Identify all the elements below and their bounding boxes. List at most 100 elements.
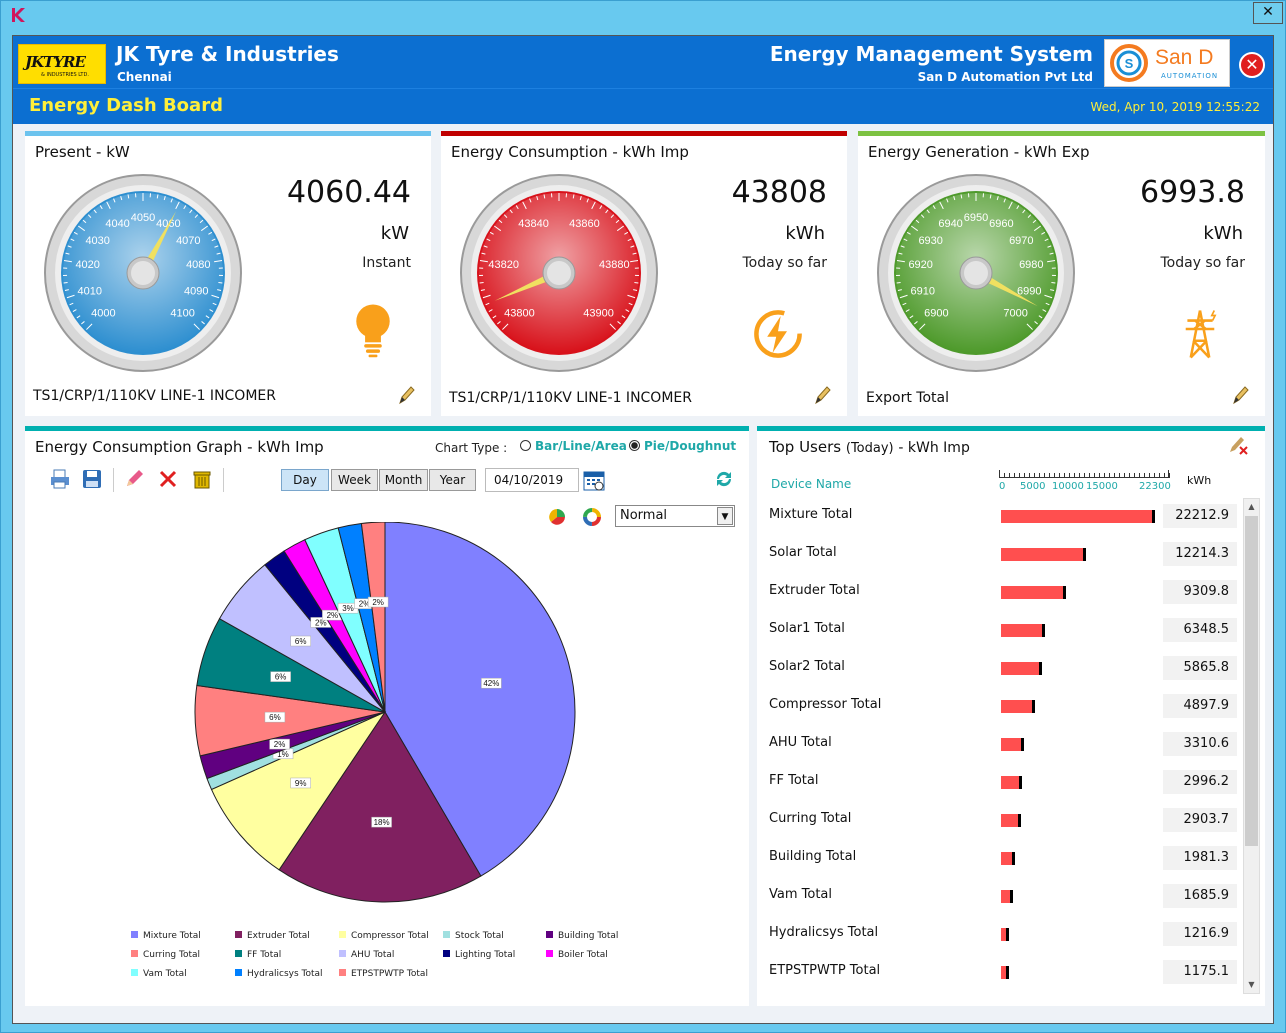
legend-item: Hydralicsys Total (235, 969, 323, 979)
kwh-value: 3310.6 (1163, 732, 1237, 756)
top-user-row[interactable]: Vam Total 1685.9 (757, 878, 1237, 916)
date-field[interactable]: 04/10/2019 (485, 468, 579, 492)
k-logo-icon (12, 8, 25, 22)
device-name: Solar2 Total (769, 659, 845, 674)
kwh-value: 12214.3 (1163, 542, 1237, 566)
device-name: Extruder Total (769, 583, 860, 598)
device-name: Compressor Total (769, 697, 882, 712)
kwh-value: 2996.2 (1163, 770, 1237, 794)
scale-tick-label: 5000 (1020, 481, 1046, 492)
card-unit: kWh (785, 223, 825, 244)
card-accent-bar (441, 131, 847, 136)
pie-data-label: 2% (359, 600, 371, 609)
card-note: Today so far (742, 255, 827, 271)
calendar-icon[interactable] (583, 469, 605, 491)
pie-label-box (371, 816, 392, 828)
edit-pencil-icon[interactable] (397, 384, 417, 406)
kwh-bar (1001, 548, 1086, 561)
gauge-tick-label: 7000 (1003, 308, 1027, 320)
device-name: FF Total (769, 773, 819, 788)
save-icon[interactable] (81, 468, 103, 490)
top-user-row[interactable]: Solar2 Total 5865.8 (757, 650, 1237, 688)
top-user-row[interactable]: Solar1 Total 6348.5 (757, 612, 1237, 650)
top-user-row[interactable]: AHU Total 3310.6 (757, 726, 1237, 764)
subheader: Energy Dash Board Wed, Apr 10, 2019 12:5… (13, 88, 1273, 124)
card-title: Energy Generation - kWh Exp (868, 143, 1090, 161)
top-user-row[interactable]: Compressor Total 4897.9 (757, 688, 1237, 726)
gauge-tick-label: 4000 (91, 308, 115, 320)
card-accent-bar (858, 131, 1265, 136)
toolbar-divider (223, 468, 224, 492)
kwh-value: 1175.1 (1163, 960, 1237, 984)
kwh-bar (1001, 662, 1042, 675)
edit-icon[interactable] (123, 468, 145, 490)
scroll-thumb[interactable] (1245, 516, 1258, 846)
san-d-logo: S San D AUTOMATION (1104, 39, 1230, 87)
scroll-up-icon[interactable]: ▲ (1248, 502, 1255, 511)
gauge-tick-label: 4010 (77, 285, 101, 297)
range-day-button[interactable]: Day (281, 469, 329, 491)
doughnut-chart-icon[interactable] (581, 506, 603, 528)
pie-data-label: 2% (372, 598, 384, 607)
top-user-row[interactable]: FF Total 2996.2 (757, 764, 1237, 802)
pie-slice (360, 522, 386, 713)
legend-item: Building Total (546, 931, 618, 941)
pie-data-label: 42% (483, 679, 499, 688)
top-user-row[interactable]: Building Total 1981.3 (757, 840, 1237, 878)
gauge-tick-label: 4100 (170, 308, 194, 320)
top-user-row[interactable]: Solar Total 12214.3 (757, 536, 1237, 574)
card-accent-bar (25, 131, 431, 136)
edit-pencil-icon[interactable] (1231, 384, 1251, 406)
gauge-tick-label: 4040 (105, 218, 129, 230)
pie-data-label: 18% (374, 818, 390, 827)
top-user-row[interactable]: Extruder Total 9309.8 (757, 574, 1237, 612)
legend-item: ETPSTPWTP Total (339, 969, 428, 979)
pie-chart-icon[interactable] (546, 506, 568, 528)
kwh-value: 22212.9 (1163, 504, 1237, 528)
scroll-down-icon[interactable]: ▼ (1248, 980, 1255, 989)
svg-text:S: S (1125, 56, 1134, 71)
kwh-value: 9309.8 (1163, 580, 1237, 604)
toolbar-divider (113, 468, 114, 492)
pie-data-label: 2% (327, 611, 339, 620)
gauge-tick-label: 6950 (964, 212, 988, 224)
title-bar: _ ✕ (1, 1, 1286, 29)
pie-label-box (264, 711, 286, 723)
card-unit: kWh (1203, 223, 1243, 244)
print-icon[interactable] (49, 468, 71, 490)
trash-icon[interactable] (191, 468, 213, 490)
gauge-tick-label: 6940 (938, 218, 962, 230)
delete-icon[interactable] (157, 468, 179, 490)
close-dashboard-icon[interactable]: ✕ (1239, 52, 1265, 78)
pie-slice (278, 711, 482, 903)
pie-label-box (367, 596, 389, 608)
radio-bar-line-area[interactable]: Bar/Line/Area (520, 439, 627, 453)
top-user-row[interactable]: Mixture Total 22212.9 (757, 498, 1237, 536)
top-user-row[interactable]: Hydralicsys Total 1216.9 (757, 916, 1237, 954)
top-user-row[interactable]: Curring Total 2903.7 (757, 802, 1237, 840)
scrollbar[interactable]: ▲ ▼ (1243, 498, 1260, 994)
mode-select[interactable]: Normal ▼ (615, 505, 735, 527)
range-year-button[interactable]: Year (429, 469, 476, 491)
device-name: Building Total (769, 849, 857, 864)
gauge-tick-label: 4020 (75, 259, 99, 271)
radio-pie-doughnut[interactable]: Pie/Doughnut (629, 439, 736, 453)
range-week-button[interactable]: Week (331, 469, 378, 491)
top-users-panel: Top Users (Today) - kWh Imp Device Name … (757, 426, 1265, 1006)
kwh-bar (1001, 966, 1009, 979)
window-close-button[interactable]: ✕ (1253, 2, 1283, 24)
chart-type-label: Chart Type : (435, 441, 508, 455)
range-month-button[interactable]: Month (379, 469, 428, 491)
edit-pencil-icon[interactable] (813, 384, 833, 406)
refresh-icon[interactable] (713, 468, 735, 490)
clear-edit-icon[interactable] (1227, 434, 1249, 456)
device-name: Solar1 Total (769, 621, 845, 636)
pie-label-box (270, 671, 291, 682)
kwh-scale: 0 5000 10000 15000 22300 (999, 470, 1171, 496)
top-user-row[interactable]: ETPSTPWTP Total 1175.1 (757, 954, 1237, 992)
device-name: Hydralicsys Total (769, 925, 879, 940)
kwh-value: 1216.9 (1163, 922, 1237, 946)
gauge-tick-label: 6920 (908, 259, 932, 271)
